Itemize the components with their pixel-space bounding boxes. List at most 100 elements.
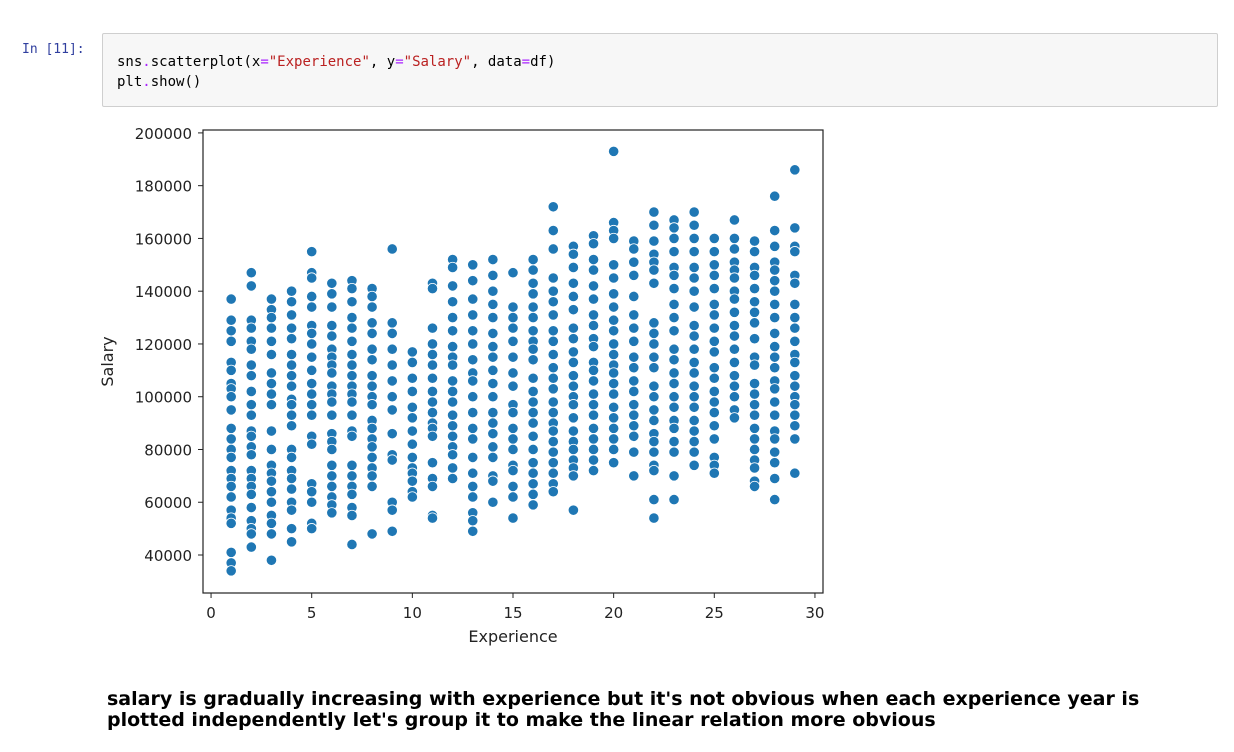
scatter-point	[547, 335, 559, 347]
scatter-point	[285, 322, 298, 334]
scatter-point	[447, 472, 459, 485]
scatter-point	[648, 380, 660, 392]
scatter-point	[608, 325, 620, 337]
scatter-point	[426, 338, 439, 350]
scatter-point	[386, 243, 398, 255]
scatter-point	[285, 483, 298, 495]
scatter-point	[769, 327, 781, 340]
scatter-point	[467, 391, 479, 403]
scatter-point	[708, 433, 720, 445]
scatter-point	[628, 351, 640, 363]
scatter-point	[789, 399, 801, 411]
scatter-point	[547, 372, 559, 384]
scatter-point	[527, 372, 539, 384]
scatter-point	[688, 446, 700, 458]
scatter-point	[567, 290, 579, 303]
y-tick-label: 100000	[135, 389, 192, 407]
scatter-point	[225, 546, 237, 558]
scatter-point	[547, 383, 559, 395]
scatter-point	[708, 259, 720, 271]
scatter-point	[688, 459, 700, 471]
scatter-point	[789, 433, 801, 445]
scatter-point	[748, 388, 761, 400]
scatter-point	[608, 348, 620, 361]
scatter-point	[547, 348, 559, 361]
scatter-point	[487, 475, 499, 487]
scatter-point	[326, 480, 338, 493]
scatter-point	[567, 356, 579, 369]
scatter-point	[467, 515, 479, 527]
scatter-point	[789, 420, 801, 432]
scatter-point	[366, 422, 378, 434]
scatter-point	[487, 285, 499, 297]
scatter-point	[487, 298, 499, 310]
scatter-point	[406, 356, 418, 369]
scatter-point	[426, 430, 439, 442]
scatter-point	[648, 435, 660, 448]
scatter-point	[769, 224, 781, 237]
scatter-point	[688, 380, 700, 392]
scatter-point	[567, 425, 579, 437]
x-tick-label: 10	[403, 604, 422, 622]
scatter-point	[386, 391, 398, 403]
scatter-point	[587, 253, 600, 266]
scatter-point	[628, 420, 640, 432]
scatter-point	[708, 406, 720, 419]
scatter-point	[265, 388, 278, 400]
code-cell[interactable]: sns.scatterplot(x="Experience", y="Salar…	[102, 33, 1218, 107]
scatter-point	[245, 430, 257, 442]
scatter-point	[608, 443, 620, 456]
y-tick-label: 160000	[135, 230, 192, 248]
scatter-point	[346, 409, 358, 421]
scatter-point	[366, 441, 378, 453]
scatter-point	[587, 264, 600, 276]
scatter-point	[527, 457, 539, 469]
scatter-point	[306, 388, 318, 400]
scatter-point	[708, 269, 720, 281]
scatter-point	[628, 243, 640, 255]
scatter-point	[245, 322, 257, 334]
scatter-point	[789, 380, 801, 392]
scatter-point	[668, 435, 680, 448]
scatter-point	[748, 306, 761, 318]
scatter-point	[748, 377, 761, 390]
scatter-point	[507, 480, 519, 493]
scatter-point	[608, 457, 620, 469]
scatter-point	[507, 351, 519, 363]
scatter-point	[708, 282, 720, 295]
scatter-point	[306, 377, 318, 390]
scatter-point	[587, 238, 600, 250]
scatter-point	[487, 428, 499, 440]
scatter-point	[265, 425, 278, 437]
scatter-point	[608, 272, 620, 284]
scatter-point	[567, 248, 579, 260]
scatter-point	[265, 475, 278, 487]
scatter-point	[608, 288, 620, 300]
scatter-point	[708, 362, 720, 374]
scatter-point	[326, 396, 338, 408]
scatter-point	[648, 446, 660, 458]
scatter-point	[728, 380, 741, 392]
scatter-point	[306, 496, 318, 508]
scatter-point	[769, 264, 781, 276]
x-axis-label: Experience	[468, 627, 557, 646]
scatter-point	[225, 565, 237, 577]
scatter-point	[426, 406, 439, 419]
scatter-point	[285, 333, 298, 345]
scatter-point	[507, 422, 519, 434]
scatter-point	[225, 293, 237, 305]
scatter-point	[547, 457, 559, 469]
scatter-point	[507, 443, 519, 456]
ticks-layer: 0 5 10 15 20 25 30 40000 60000 80000 100000 120000 1…	[135, 125, 825, 622]
scatter-point	[406, 385, 418, 398]
scatter-point	[789, 246, 801, 258]
scatter-point	[447, 396, 459, 408]
scatter-point	[467, 354, 479, 366]
scatter-point	[527, 396, 539, 408]
scatter-point	[769, 311, 781, 324]
code-token: df)	[530, 54, 556, 70]
scatter-point	[447, 280, 459, 292]
scatter-point	[225, 451, 237, 463]
scatter-point	[547, 224, 559, 237]
code-editor[interactable]: sns.scatterplot(x="Experience", y="Salar…	[117, 52, 555, 92]
